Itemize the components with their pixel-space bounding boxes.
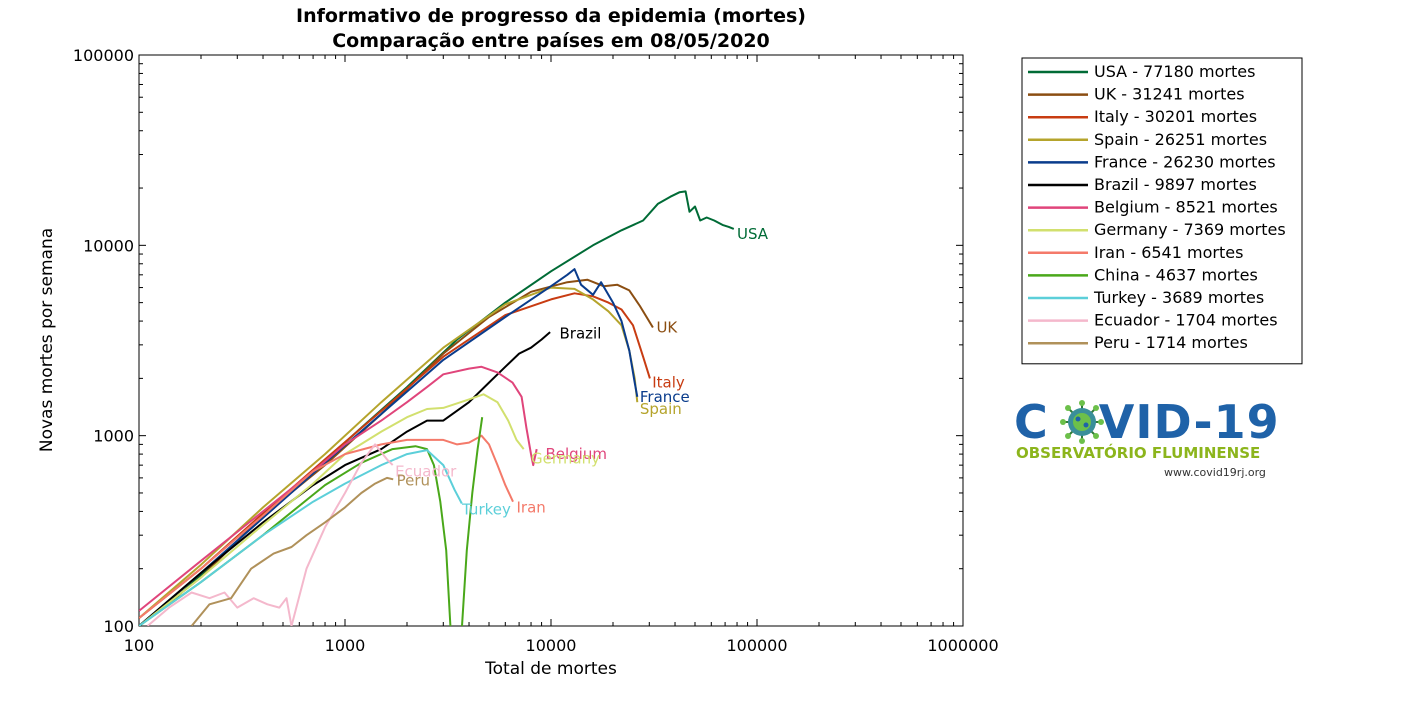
series-line-ecuador — [146, 591, 293, 626]
series-label-turkey: Turkey — [461, 500, 511, 518]
legend-entry-uk: UK - 31241 mortes — [1094, 85, 1245, 104]
series-label-spain: Spain — [640, 400, 682, 418]
logo-url: www.covid19rj.org — [1164, 466, 1266, 479]
x-tick-label: 10000 — [526, 636, 577, 655]
series-label-brazil: Brazil — [560, 324, 602, 342]
legend-box — [1021, 57, 1303, 365]
chart-title: Informativo de progresso da epidemia (mo… — [296, 5, 806, 27]
x-tick-label: 1000 — [325, 636, 366, 655]
series-label-france: France — [640, 388, 690, 406]
series-line-turkey — [139, 449, 463, 626]
legend-entry-iran: Iran - 6541 mortes — [1094, 243, 1243, 262]
y-tick-label: 100 — [103, 617, 134, 636]
x-tick-label: 100000 — [726, 636, 787, 655]
axes: 100 1000 10000 100000 1000000 100 1000 10000 100… — [73, 46, 999, 655]
x-axis-label: Total de mortes — [484, 659, 617, 679]
legend-entry-ecuador: Ecuador - 1704 mortes — [1094, 311, 1278, 330]
legend-entry-china: China - 4637 mortes — [1094, 265, 1258, 284]
legend-entry-belgium: Belgium - 8521 mortes — [1094, 198, 1278, 217]
series-label-usa: USA — [737, 225, 769, 243]
series-line-iran — [139, 434, 514, 619]
virus-icon — [1060, 400, 1104, 444]
x-tick-label: 100 — [124, 636, 155, 655]
series-line-france — [139, 268, 639, 626]
logo-subtitle: OBSERVATÓRIO FLUMINENSE — [1016, 444, 1261, 462]
series-label-italy: Italy — [652, 374, 685, 392]
series-label-belgium: Belgium — [545, 445, 607, 463]
y-tick-label: 10000 — [83, 236, 134, 255]
legend: USA - 77180 mortes UK - 31241 mortes Italy… — [1021, 57, 1303, 365]
series-line-germany — [139, 393, 525, 626]
legend-entry-spain: Spain - 26251 mortes — [1094, 130, 1267, 149]
series-line-china-segment — [461, 417, 484, 626]
legend-entry-france: France - 26230 mortes — [1094, 152, 1276, 171]
series-label-iran: Iran — [516, 498, 545, 516]
chart-subtitle: Comparação entre países em 08/05/2020 — [332, 30, 770, 52]
series-layer — [139, 190, 735, 626]
plot-frame — [138, 54, 964, 627]
series-label-ecuador: Ecuador — [395, 462, 457, 480]
series-line-ecuador-segment — [290, 443, 394, 626]
legend-entry-turkey: Turkey - 3689 mortes — [1093, 288, 1264, 307]
legend-entry-brazil: Brazil - 9897 mortes — [1094, 175, 1257, 194]
series-label-germany: Germany — [531, 449, 600, 467]
series-label-uk: UK — [656, 319, 678, 337]
y-axis-label: Novas mortes por semana — [37, 228, 57, 452]
x-tick-label: 1000000 — [927, 636, 998, 655]
logo-title-left: C — [1014, 395, 1049, 449]
covid-logo: C VID-19 OBSERVATÓRIO FLUMINENSE www.covi… — [1014, 398, 1284, 488]
legend-entry-germany: Germany - 7369 mortes — [1094, 220, 1286, 239]
y-tick-label: 1000 — [93, 427, 134, 446]
series-label-peru: Peru — [397, 472, 430, 490]
legend-entry-peru: Peru - 1714 mortes — [1094, 333, 1248, 352]
legend-entry-italy: Italy - 30201 mortes — [1094, 107, 1257, 126]
logo-title: C VID-19 — [1014, 398, 1284, 446]
y-tick-label: 100000 — [73, 46, 134, 65]
logo-title-right: VID-19 — [1098, 395, 1280, 449]
legend-entry-usa: USA - 77180 mortes — [1094, 62, 1255, 81]
series-line-peru — [190, 476, 394, 626]
